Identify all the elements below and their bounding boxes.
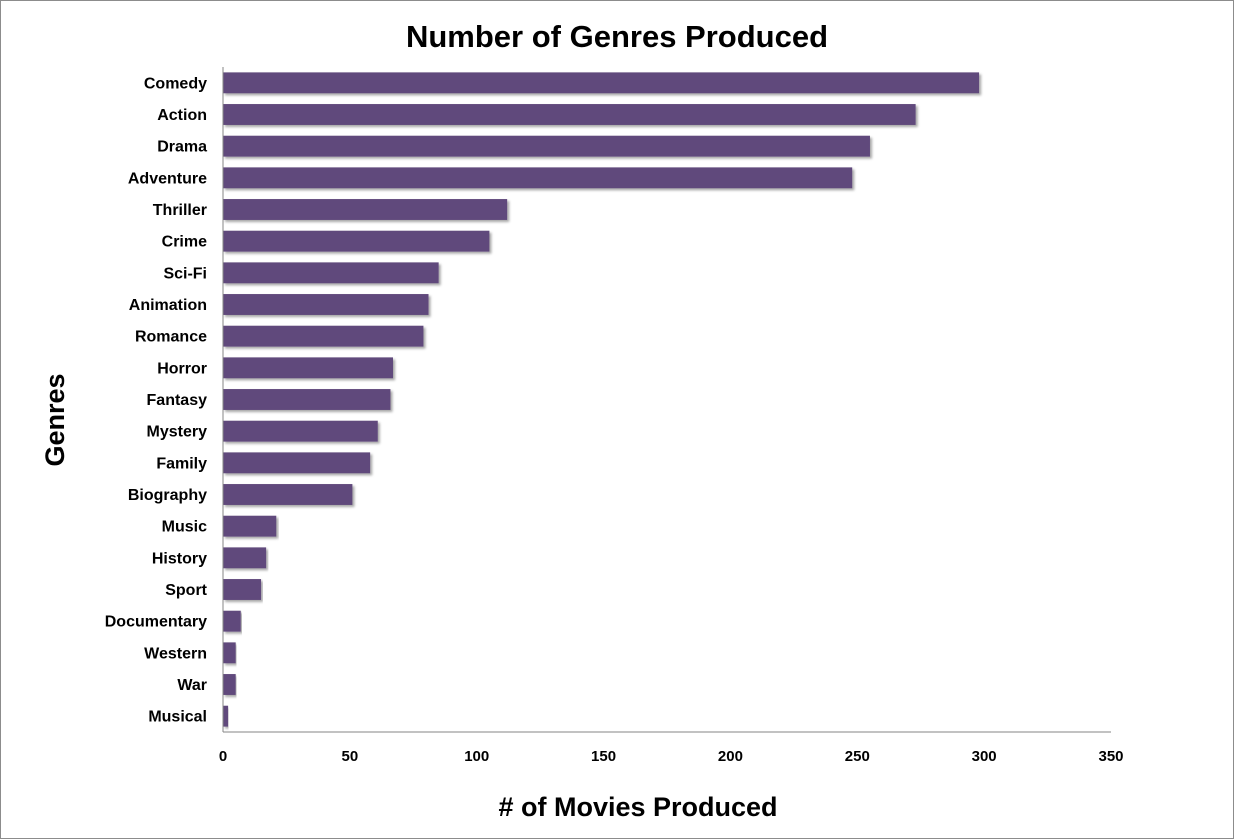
category-label-action: Action bbox=[157, 107, 207, 124]
x-tick-labels: 0 50 100 150 200 250 300 350 bbox=[219, 748, 1124, 765]
category-label-western: Western bbox=[144, 645, 207, 662]
bar-sport bbox=[223, 579, 262, 600]
x-tick-label-0: 0 bbox=[219, 748, 227, 765]
category-label-biography: Biography bbox=[128, 487, 207, 504]
category-label-history: History bbox=[152, 550, 207, 567]
x-tick-label-300: 300 bbox=[972, 748, 997, 765]
bar-comedy bbox=[223, 72, 980, 94]
category-label-comedy: Comedy bbox=[144, 75, 207, 92]
bar-western bbox=[223, 642, 236, 664]
x-tick-label-150: 150 bbox=[591, 748, 616, 765]
bar-horror bbox=[223, 357, 393, 379]
bar-mystery bbox=[223, 420, 378, 442]
bar-crime bbox=[223, 230, 490, 252]
bar-history bbox=[223, 547, 267, 569]
category-labels: Comedy Action Drama Adventure Thriller Crime S… bbox=[105, 75, 208, 725]
category-label-documentary: Documentary bbox=[105, 614, 207, 631]
category-label-horror: Horror bbox=[157, 360, 207, 377]
x-tick-label-100: 100 bbox=[464, 748, 489, 765]
category-label-drama: Drama bbox=[157, 139, 207, 156]
x-tick-label-250: 250 bbox=[845, 748, 870, 765]
x-tick-label-50: 50 bbox=[342, 748, 359, 765]
bar-fantasy bbox=[223, 389, 391, 410]
bar-biography bbox=[223, 484, 353, 505]
category-label-sci-fi: Sci-Fi bbox=[163, 265, 207, 282]
x-tick-label-200: 200 bbox=[718, 748, 743, 765]
chart-title: Number of Genres Produced bbox=[406, 19, 828, 54]
category-label-fantasy: Fantasy bbox=[147, 392, 208, 409]
y-axis-title: Genres bbox=[40, 373, 70, 466]
category-label-crime: Crime bbox=[162, 234, 207, 251]
bar-drama bbox=[223, 135, 870, 157]
bar-adventure bbox=[223, 167, 853, 189]
bar-thriller bbox=[223, 199, 508, 220]
bars-layer bbox=[223, 72, 980, 727]
bar-romance bbox=[223, 325, 424, 347]
category-label-war: War bbox=[177, 677, 207, 694]
bar-action bbox=[223, 104, 916, 125]
x-tick-label-350: 350 bbox=[1098, 748, 1123, 765]
bar-sci-fi bbox=[223, 262, 439, 284]
category-label-music: Music bbox=[162, 519, 207, 536]
bar-family bbox=[223, 452, 371, 474]
bar-documentary bbox=[223, 610, 241, 632]
category-label-animation: Animation bbox=[129, 297, 207, 314]
category-label-sport: Sport bbox=[165, 582, 207, 599]
category-label-family: Family bbox=[156, 455, 207, 472]
category-label-musical: Musical bbox=[148, 709, 207, 726]
category-label-mystery: Mystery bbox=[147, 424, 208, 441]
bar-music bbox=[223, 515, 277, 537]
bar-war bbox=[223, 674, 236, 695]
category-label-adventure: Adventure bbox=[128, 170, 207, 187]
category-label-thriller: Thriller bbox=[153, 202, 207, 219]
category-label-romance: Romance bbox=[135, 329, 207, 346]
x-axis-title: # of Movies Produced bbox=[498, 792, 777, 822]
bar-animation bbox=[223, 294, 429, 315]
bar-musical bbox=[223, 705, 229, 727]
